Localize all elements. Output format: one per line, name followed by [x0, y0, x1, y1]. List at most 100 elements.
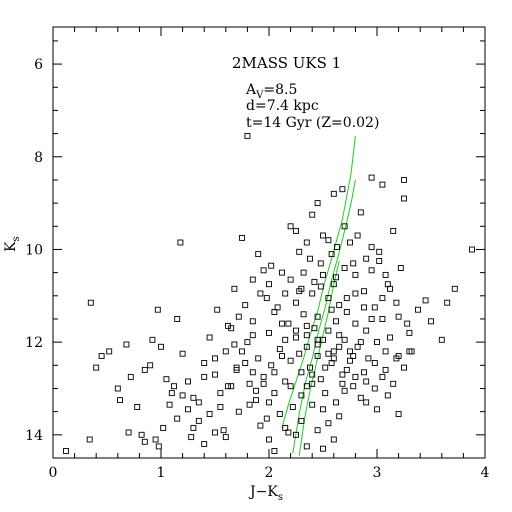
star-point [201, 360, 208, 366]
star-point [63, 448, 69, 454]
star-point [271, 390, 278, 397]
y-tick-label: 14 [25, 428, 43, 444]
star-point [422, 297, 429, 304]
star-point [384, 392, 391, 399]
star-point [401, 176, 407, 183]
star-point [274, 304, 281, 311]
star-point [352, 320, 359, 327]
star-point [190, 424, 197, 431]
star-point [314, 200, 321, 207]
star-point [287, 223, 294, 230]
star-point [368, 174, 375, 181]
star-point [138, 431, 145, 438]
star-point [415, 306, 421, 313]
star-point [239, 234, 245, 241]
star-point [334, 244, 340, 251]
star-point [179, 392, 186, 399]
star-point [222, 434, 229, 441]
star-point [320, 445, 326, 452]
star-point [330, 190, 337, 197]
star-point [235, 408, 242, 415]
star-point [276, 411, 283, 417]
star-point [296, 350, 303, 357]
x-tick-label: 0 [49, 465, 58, 481]
star-point [343, 309, 350, 315]
star-point [287, 383, 294, 390]
x-axis-label-main: J−K [248, 484, 278, 500]
star-point [387, 285, 393, 292]
star-point [428, 318, 434, 325]
star-point [325, 350, 332, 357]
star-point [242, 360, 249, 366]
star-point [354, 232, 361, 239]
star-point [127, 373, 134, 380]
star-point [376, 258, 383, 264]
star-point [374, 339, 380, 346]
star-point [263, 415, 270, 422]
star-point [260, 267, 267, 274]
star-point [339, 371, 346, 378]
star-point [282, 336, 289, 343]
x-axis-label: J−Ks [248, 484, 283, 503]
star-point [363, 399, 370, 406]
star-point [300, 311, 307, 318]
star-point [141, 366, 148, 373]
star-point [357, 394, 364, 401]
y-tick-label: 10 [25, 242, 43, 258]
x-tick-label: 3 [373, 465, 382, 481]
star-point [379, 316, 386, 322]
star-point [214, 306, 221, 313]
star-point [451, 285, 458, 292]
star-point [249, 332, 256, 339]
star-point [336, 343, 343, 350]
star-point [333, 399, 339, 406]
star-point [168, 390, 175, 397]
star-point [271, 448, 278, 454]
star-point [317, 283, 324, 290]
y-tick-label: 8 [34, 150, 43, 166]
star-point [285, 320, 292, 327]
star-point [134, 404, 141, 410]
scatter-points [63, 132, 475, 454]
star-point [217, 390, 224, 397]
star-point [347, 239, 353, 246]
star-point [212, 371, 218, 378]
star-point [158, 343, 164, 350]
star-point [379, 295, 386, 302]
star-point [155, 443, 162, 450]
star-point [363, 327, 370, 334]
star-point [188, 434, 195, 441]
star-point [314, 336, 321, 343]
star-point [320, 271, 326, 278]
star-point [171, 383, 177, 390]
star-point [266, 436, 272, 443]
star-point [87, 299, 94, 306]
star-point [225, 383, 231, 390]
star-point [276, 346, 283, 353]
star-point [314, 313, 321, 320]
star-point [336, 332, 343, 339]
star-point [285, 429, 292, 436]
star-point [195, 399, 202, 406]
star-point [147, 362, 154, 369]
star-point [314, 353, 321, 359]
y-tick-label: 6 [34, 57, 43, 73]
star-point [117, 397, 123, 404]
star-point [320, 406, 326, 413]
star-point [341, 387, 348, 394]
star-point [201, 441, 208, 448]
star-point [228, 383, 235, 390]
star-point [244, 339, 251, 346]
star-point [317, 376, 324, 383]
star-point [393, 355, 400, 362]
star-point [387, 334, 393, 341]
star-point [317, 260, 324, 267]
star-point [123, 341, 130, 348]
y-axis-label: Ks [3, 236, 22, 252]
star-point [177, 239, 184, 246]
x-axis-label-sub: s [278, 492, 283, 503]
star-point [231, 285, 238, 292]
star-point [298, 392, 305, 399]
star-point [303, 322, 310, 329]
